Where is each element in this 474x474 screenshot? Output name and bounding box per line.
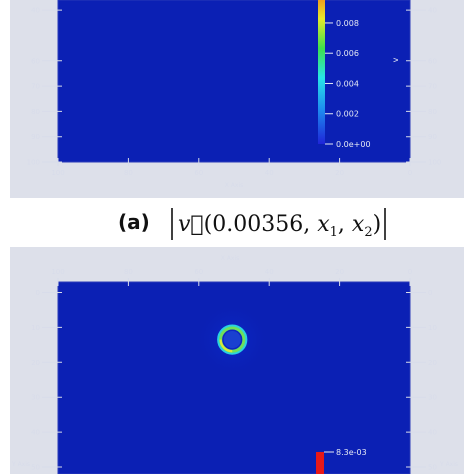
panel-a-x-tick-label: 80 — [124, 169, 133, 177]
panel-a-right-y-tick-label: 40 — [428, 7, 437, 15]
panel-a-caption: (a) v⃗(0.00356, x1, x2) — [118, 208, 386, 240]
panel-b-left-y-tick-label: 50 — [31, 464, 40, 472]
panel-b-colorbar: 8.3e-03 — [316, 448, 367, 474]
panel-a-x-tick-label: 40 — [265, 169, 274, 177]
panel-b-field-outline — [57, 281, 411, 474]
ring-hot-arc — [219, 339, 233, 353]
panel-b-left-y-ticks: 0 10 20 30 40 50 — [31, 289, 62, 472]
panel-b-x-tick-label: 20 — [335, 268, 344, 276]
panel-b-right-y-tick-label: 30 — [428, 394, 437, 402]
panel-a-x-axis-title: X Axis — [225, 182, 243, 189]
panel-b-y-axis-title: Y Axis — [11, 461, 30, 468]
panel-b: X Axis 100 80 60 40 20 0 0 10 20 30 40 50 0 10 20 30 4… — [10, 247, 464, 474]
panel-b-x-tick-label: 40 — [265, 268, 274, 276]
panel-a-colorbar-tick-label: 0.008 — [336, 19, 359, 28]
panel-b-x-ticks: 100 80 60 40 20 0 — [51, 268, 412, 286]
panel-a-right-y-ticks: 40 60 70 80 90 100 — [406, 7, 441, 167]
panel-b-right-y-tick-label: 0 — [428, 289, 432, 297]
panel-a-label: (a) — [118, 210, 150, 234]
panel-a: 40 60 70 80 90 100 40 60 70 80 90 100 100 80 60 40 20 0… — [10, 0, 464, 198]
panel-a-left-y-tick-label: 40 — [31, 7, 40, 15]
panel-a-colorbar-tick-label: 0.0e+00 — [336, 140, 371, 149]
panel-a-colorbar-title: v — [391, 57, 400, 62]
panel-a-left-y-ticks: 40 60 70 80 90 100 — [27, 7, 62, 167]
panel-b-left-y-tick-label: 30 — [31, 394, 40, 402]
panel-a-right-y-tick-label: 80 — [428, 108, 437, 116]
panel-b-right-y-tick-label: 40 — [428, 429, 437, 437]
panel-a-colorbar-bar — [318, 0, 325, 144]
panel-b-colorbar-max-label: 8.3e-03 — [336, 448, 367, 457]
panel-b-left-y-tick-label: 20 — [31, 359, 40, 367]
panel-b-ring-feature — [195, 302, 270, 377]
panel-a-caption-expression: v⃗(0.00356, x1, x2) — [178, 212, 381, 240]
panel-b-right-y-ticks: 0 10 20 30 40 50 — [406, 289, 437, 472]
panel-b-colorbar-bar — [316, 452, 324, 474]
panel-b-right-y-tick-label: 20 — [428, 359, 437, 367]
panel-a-field-outline — [57, 0, 411, 163]
ring-interior — [223, 330, 241, 349]
panel-a-field — [58, 0, 410, 162]
panel-a-x-tick-label: 20 — [335, 169, 344, 177]
panel-a-x-ticks: 100 80 60 40 20 0 — [51, 158, 412, 177]
panel-b-right-y-axis-title: Y Axis — [439, 461, 458, 468]
panel-a-right-y-tick-label: 70 — [428, 83, 437, 91]
panel-b-left-y-tick-label: 40 — [31, 429, 40, 437]
ring-outer — [217, 324, 248, 355]
panel-a-right-y-tick-label: 100 — [428, 159, 441, 167]
panel-b-right-y-tick-label: 10 — [428, 324, 437, 332]
panel-a-right-y-tick-label: 60 — [428, 57, 437, 65]
panel-b-x-tick-label: 60 — [194, 268, 203, 276]
panel-a-right-y-tick-label: 90 — [428, 133, 437, 141]
panel-b-right-y-tick-label: 50 — [428, 464, 437, 472]
panel-b-left-y-tick-label: 0 — [36, 289, 40, 297]
panel-a-left-y-tick-label: 90 — [31, 133, 40, 141]
panel-a-x-tick-label: 0 — [408, 169, 412, 177]
panel-a-x-tick-label: 60 — [194, 169, 203, 177]
panel-a-x-tick-label: 100 — [51, 169, 64, 177]
panel-a-left-y-tick-label: 70 — [31, 83, 40, 91]
panel-b-x-tick-label: 80 — [124, 268, 133, 276]
panel-a-colorbar-tick-label: 0.006 — [336, 49, 359, 58]
panel-b-x-axis-title: X Axis — [221, 255, 239, 262]
panel-b-left-y-tick-label: 10 — [31, 324, 40, 332]
panel-b-x-tick-label: 100 — [51, 268, 64, 276]
panel-a-left-y-tick-label: 80 — [31, 108, 40, 116]
panel-b-x-tick-label: 0 — [408, 268, 412, 276]
panel-a-left-y-tick-label: 100 — [27, 159, 40, 167]
panel-a-colorbar-tick-label: 0.004 — [336, 79, 359, 88]
panel-a-colorbar-tick-label: 0.002 — [336, 110, 359, 119]
panel-a-left-y-tick-label: 60 — [31, 57, 40, 65]
